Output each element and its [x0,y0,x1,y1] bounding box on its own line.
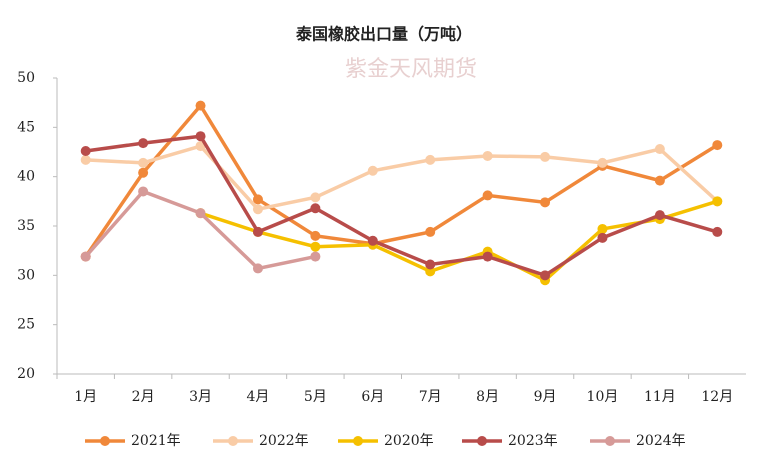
point [310,203,321,214]
y-tick-label: 40 [17,169,35,185]
legend-label: 2020年 [384,433,434,449]
point [425,226,436,237]
point [367,165,378,176]
legend-marker [353,436,363,446]
point [195,131,206,142]
point [138,157,149,168]
point [712,226,723,237]
watermark: 紫金天风期货 [345,57,477,82]
point [252,263,263,274]
y-tick-label: 20 [17,366,35,382]
point [540,270,551,281]
point [138,167,149,178]
x-tick-label: 5月 [304,389,327,405]
y-tick-label: 25 [17,317,35,333]
point [195,208,206,219]
legend-marker [605,436,615,446]
legend-marker [100,436,110,446]
point [367,235,378,246]
point [310,241,321,252]
point [195,100,206,111]
series-line [85,144,719,212]
point [80,251,91,262]
legend-label: 2022年 [259,433,309,449]
point [138,138,149,149]
point [252,204,263,215]
point [482,150,493,161]
point [425,154,436,165]
legend-marker [477,436,487,446]
x-tick-label: 3月 [189,389,212,405]
point [252,226,263,237]
y-tick-label: 35 [17,218,35,234]
point [597,157,608,168]
legend-label: 2021年 [131,433,181,449]
point [654,210,665,221]
point [80,154,91,165]
point [540,197,551,208]
point [654,144,665,155]
point [712,140,723,151]
series-line [85,134,718,278]
legend-marker [228,436,238,446]
x-tick-label: 8月 [476,389,499,405]
x-tick-label: 12月 [701,389,733,405]
point [310,230,321,241]
point [654,175,665,186]
point [712,196,723,207]
y-tick-label: 30 [17,267,35,283]
point [252,194,263,205]
point [310,192,321,203]
x-tick-label: 9月 [534,389,557,405]
point [425,259,436,270]
legend-label: 2024年 [636,433,686,449]
x-tick-label: 11月 [644,389,676,405]
x-tick-label: 7月 [419,389,442,405]
x-tick-label: 2月 [132,389,155,405]
series-line [84,102,719,258]
y-tick-label: 45 [17,119,35,135]
point [540,151,551,162]
point [597,223,608,234]
y-tick-label: 50 [17,70,35,86]
chart-title: 泰国橡胶出口量（万吨） [295,25,472,44]
x-tick-label: 6月 [361,389,384,405]
x-tick-label: 1月 [74,389,97,405]
point [425,266,436,277]
point [597,232,608,243]
legend-label: 2023年 [508,433,558,449]
point [138,186,149,197]
point [80,146,91,157]
point [482,190,493,201]
x-tick-label: 4月 [246,389,269,405]
x-tick-label: 10月 [587,389,619,405]
point [310,251,321,262]
point [482,251,493,262]
